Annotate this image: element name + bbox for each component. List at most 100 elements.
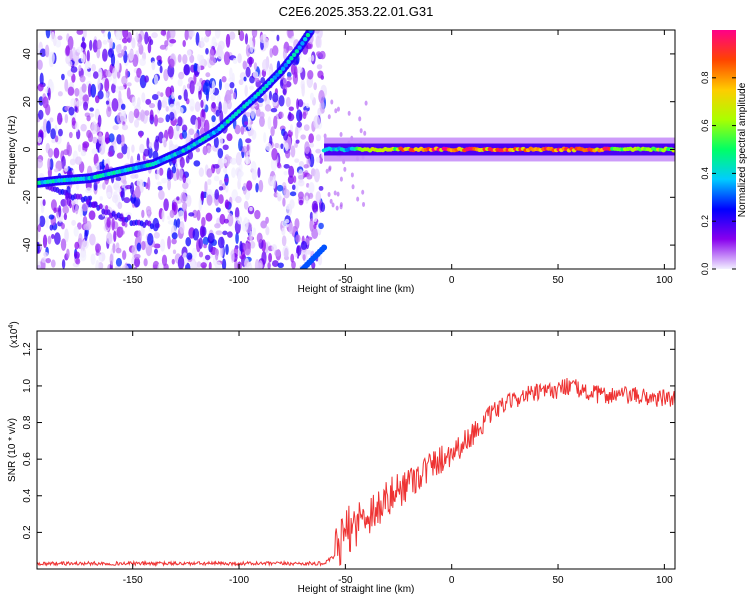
noise-blob	[249, 206, 253, 212]
noise-blob	[339, 176, 343, 182]
noise-blob	[276, 162, 282, 169]
noise-blob	[121, 37, 128, 44]
noise-blob	[327, 192, 331, 198]
noise-blob	[272, 45, 279, 57]
noise-blob	[218, 194, 224, 205]
noise-blob	[347, 110, 351, 116]
noise-blob	[207, 178, 212, 186]
noise-blob	[172, 249, 177, 255]
noise-blob	[163, 198, 169, 212]
noise-blob	[336, 106, 340, 112]
noise-blob	[335, 205, 339, 211]
noise-blob	[78, 233, 83, 246]
noise-blob	[274, 142, 280, 149]
noise-blob	[114, 180, 121, 186]
noise-blob	[193, 62, 198, 72]
noise-blob	[46, 120, 51, 134]
noise-blob	[183, 64, 191, 76]
signal-trace-point	[297, 45, 302, 50]
noise-blob	[54, 232, 61, 245]
noise-blob	[255, 182, 259, 193]
noise-blob	[83, 223, 90, 231]
noise-blob	[194, 119, 199, 130]
noise-blob	[218, 40, 225, 51]
noise-blob	[319, 100, 325, 113]
noise-blob	[211, 101, 216, 109]
noise-blob	[101, 30, 105, 34]
noise-blob	[72, 46, 76, 56]
noise-blob	[102, 48, 108, 62]
noise-blob	[69, 158, 76, 166]
noise-blob	[154, 138, 160, 152]
signal-trace-point	[255, 91, 261, 97]
noise-blob	[265, 142, 272, 152]
noise-blob	[203, 119, 210, 134]
noise-blob	[156, 55, 162, 62]
noise-blob	[215, 230, 223, 236]
noise-blob	[320, 202, 326, 213]
noise-blob	[42, 234, 48, 249]
noise-blob	[179, 221, 185, 234]
noise-blob	[153, 231, 160, 239]
noise-blob	[278, 95, 285, 107]
noise-blob	[145, 182, 149, 190]
noise-blob	[244, 84, 248, 97]
noise-blob	[184, 30, 189, 41]
x-tick-label: 0	[449, 575, 455, 586]
noise-blob	[149, 109, 154, 121]
noise-blob	[137, 41, 143, 48]
x-tick-label: 100	[656, 575, 673, 586]
noise-blob	[356, 196, 360, 202]
noise-blob	[272, 175, 276, 189]
noise-blob	[115, 176, 122, 182]
noise-blob	[123, 197, 131, 204]
noise-blob	[246, 261, 253, 269]
noise-blob	[88, 195, 93, 201]
noise-blob	[227, 213, 234, 227]
noise-blob	[361, 189, 365, 195]
noise-blob	[63, 213, 68, 221]
noise-blob	[80, 249, 84, 258]
noise-blob	[299, 111, 303, 121]
noise-blob	[229, 81, 235, 89]
noise-blob	[295, 139, 300, 144]
colorbar-tick-label: 0.0	[700, 263, 710, 276]
noise-blob	[315, 156, 321, 163]
noise-blob	[104, 78, 110, 92]
noise-blob	[284, 218, 290, 224]
noise-blob	[213, 175, 220, 182]
noise-blob	[245, 138, 252, 144]
spectrogram-x-label: Height of straight line (km)	[298, 284, 415, 295]
noise-blob	[48, 214, 55, 220]
noise-blob	[71, 219, 77, 226]
noise-blob	[128, 110, 135, 124]
noise-blob	[202, 82, 210, 95]
noise-blob	[57, 91, 63, 97]
noise-blob	[75, 258, 81, 265]
noise-blob	[270, 108, 278, 113]
noise-blob	[271, 244, 278, 252]
noise-blob	[298, 160, 305, 167]
noise-blob	[84, 60, 91, 70]
noise-blob	[282, 77, 288, 85]
noise-blob	[211, 115, 216, 123]
noise-blob	[296, 121, 302, 128]
noise-blob	[268, 252, 273, 263]
noise-blob	[267, 262, 271, 269]
snr-panel: -150 -100 -50 0 50 100 0.2 0.4 0.6 0.8 1.0 1.2 Heig…	[7, 321, 676, 595]
noise-blob	[350, 172, 354, 178]
noise-blob	[213, 136, 219, 148]
noise-blob	[309, 142, 315, 148]
noise-blob	[55, 39, 62, 48]
noise-blob	[261, 251, 267, 265]
noise-blob	[112, 67, 118, 79]
noise-blob	[249, 230, 253, 242]
noise-blob	[185, 194, 192, 207]
noise-blob	[112, 243, 116, 254]
noise-blob	[139, 132, 143, 138]
noise-blob	[126, 82, 132, 87]
noise-blob	[118, 85, 125, 91]
noise-blob	[234, 124, 241, 135]
noise-blob	[306, 174, 313, 180]
